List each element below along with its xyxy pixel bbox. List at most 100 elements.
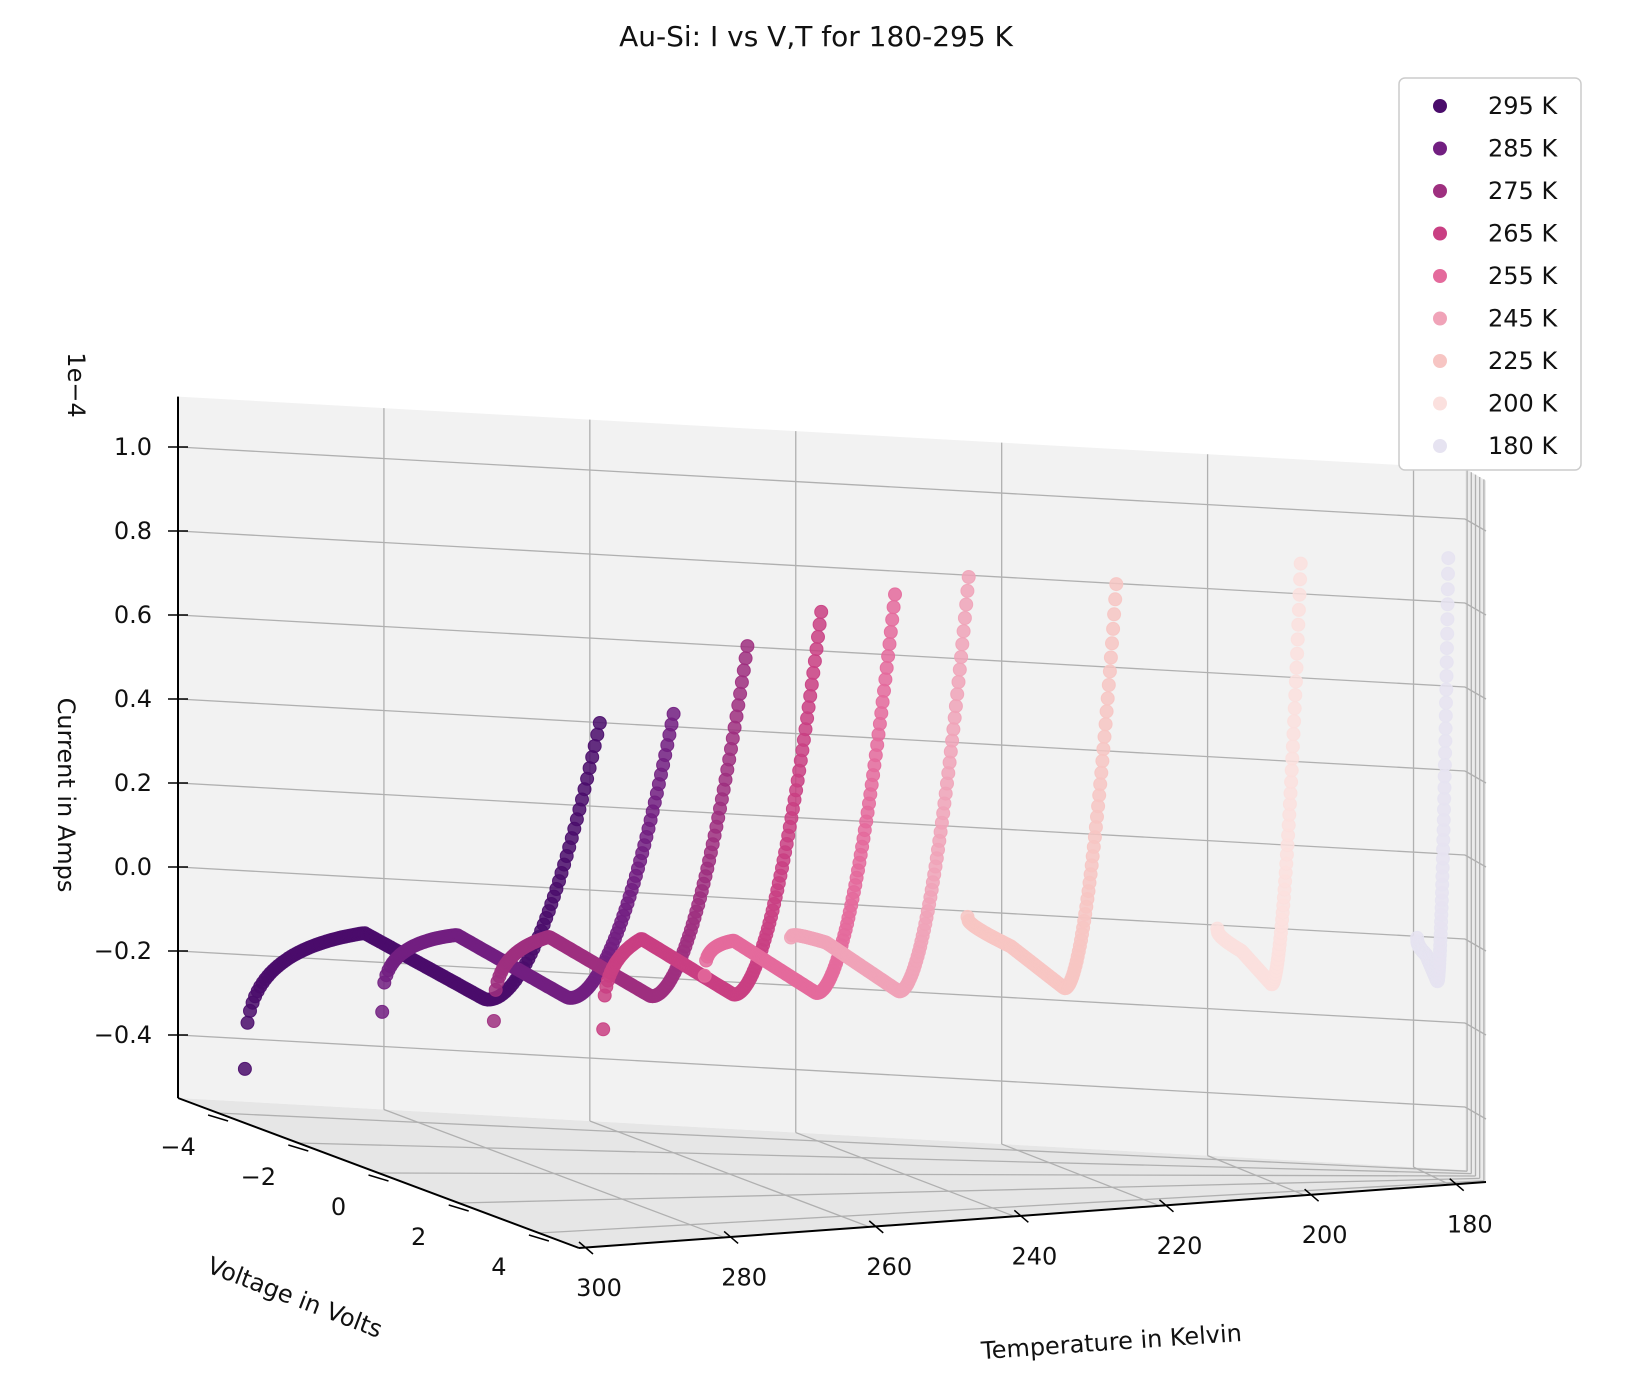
data-point: [1441, 566, 1455, 581]
data-point: [237, 1061, 252, 1076]
data-point: [960, 583, 975, 598]
series-285k: [375, 706, 681, 1019]
data-point: [1284, 763, 1299, 778]
x-tick-mark: [528, 1234, 550, 1242]
data-point: [1439, 669, 1454, 683]
z-tick-label: −0.2: [94, 937, 152, 965]
data-point: [804, 677, 819, 692]
legend-marker: [1433, 226, 1447, 241]
y-tick-label: 260: [866, 1253, 912, 1281]
tick-labels: −0.4 −0.2 0.0 0.2 0.4 0.6 0.8 1.0 −4 −2 0 2 4 300 280 2…: [94, 433, 1493, 1302]
data-point: [587, 739, 602, 753]
x-tick-mark: [288, 1144, 309, 1152]
data-point: [1098, 717, 1113, 732]
series-200k: [1210, 556, 1308, 992]
data-point: [814, 604, 829, 619]
legend-label: 285 K: [1488, 135, 1558, 163]
data-point: [879, 660, 894, 675]
grid-line: [298, 1142, 1472, 1175]
legend-label: 275 K: [1488, 177, 1558, 205]
data-point: [882, 637, 897, 652]
data-point: [592, 716, 607, 730]
data-point: [961, 570, 976, 584]
y-tick-mark: [1013, 1209, 1029, 1223]
data-point: [1100, 691, 1115, 706]
data-point: [1290, 646, 1305, 661]
data-point: [1288, 688, 1303, 703]
y-tick-label: 200: [1302, 1221, 1348, 1249]
y-tick-mark: [1304, 1188, 1320, 1202]
data-point: [1438, 746, 1453, 760]
data-point: [1441, 551, 1456, 566]
z-offset-text: 1e−4: [62, 352, 90, 417]
y-tick-mark: [1449, 1178, 1465, 1192]
data-point: [1439, 655, 1454, 670]
data-point: [731, 698, 746, 713]
data-point: [946, 722, 961, 737]
data-point: [1287, 714, 1302, 729]
floor-pane: [178, 1098, 1486, 1248]
data-point: [738, 651, 753, 666]
data-point: [955, 637, 970, 652]
data-point: [1096, 742, 1111, 756]
data-point: [809, 642, 824, 657]
grid-line: [177, 782, 1466, 856]
data-point: [1102, 664, 1117, 679]
data-point: [1438, 708, 1453, 723]
data-point: [947, 710, 962, 725]
data-point: [1287, 701, 1302, 716]
data-point: [957, 611, 972, 625]
legend: 295 K 285 K 275 K 265 K 255 K 245 K 225 K 200 K…: [1398, 77, 1582, 471]
data-point: [1107, 607, 1122, 622]
x-tick-label: 4: [491, 1253, 506, 1281]
data-point: [1289, 660, 1304, 675]
series-295k: [237, 716, 607, 1076]
data-point: [1293, 572, 1308, 587]
legend-marker: [1433, 311, 1447, 326]
y-tick-label: 300: [576, 1274, 622, 1302]
data-point: [1293, 556, 1308, 571]
data-point: [1105, 636, 1119, 651]
data-point: [959, 597, 974, 612]
data-point: [240, 1015, 255, 1030]
data-point: [1097, 729, 1112, 744]
z-tick-label: −0.4: [94, 1021, 152, 1049]
data-point: [1439, 641, 1454, 656]
legend-box: [1398, 77, 1582, 471]
data-point: [740, 639, 755, 654]
data-point: [1291, 602, 1306, 617]
data-point: [811, 629, 825, 644]
y-tick-mark: [868, 1220, 884, 1234]
data-point: [886, 600, 901, 615]
y-tick-mark: [578, 1241, 594, 1255]
data-point: [1438, 733, 1453, 748]
y-axis-label: Temperature in Kelvin: [979, 1319, 1243, 1365]
data-point: [486, 1014, 501, 1028]
data-point: [883, 625, 898, 639]
data-point: [1103, 650, 1118, 665]
y-tick-label: 220: [1157, 1232, 1203, 1260]
legend-label: 225 K: [1488, 347, 1558, 375]
data-point: [1439, 695, 1453, 710]
series-180k: [1410, 551, 1456, 989]
data-point: [375, 1004, 390, 1019]
x-tick-label: −4: [160, 1133, 195, 1161]
data-point: [812, 617, 827, 632]
grid-line: [177, 446, 1466, 520]
data-point: [1095, 754, 1110, 768]
grid-lines: [177, 396, 1487, 1249]
data-point: [1437, 757, 1452, 772]
data-point: [1285, 739, 1300, 754]
grid-line: [378, 1172, 1476, 1177]
legend-label: 245 K: [1488, 305, 1558, 333]
z-tick-label: 0.0: [114, 853, 152, 881]
data-point: [807, 654, 822, 669]
data-point: [596, 1022, 611, 1037]
data-point: [948, 699, 963, 714]
y-tick-mark: [1158, 1199, 1174, 1213]
data-point: [1101, 678, 1116, 692]
data-point: [733, 686, 748, 701]
z-tick-label: 0.6: [114, 601, 152, 629]
grid-line: [538, 1180, 1484, 1234]
